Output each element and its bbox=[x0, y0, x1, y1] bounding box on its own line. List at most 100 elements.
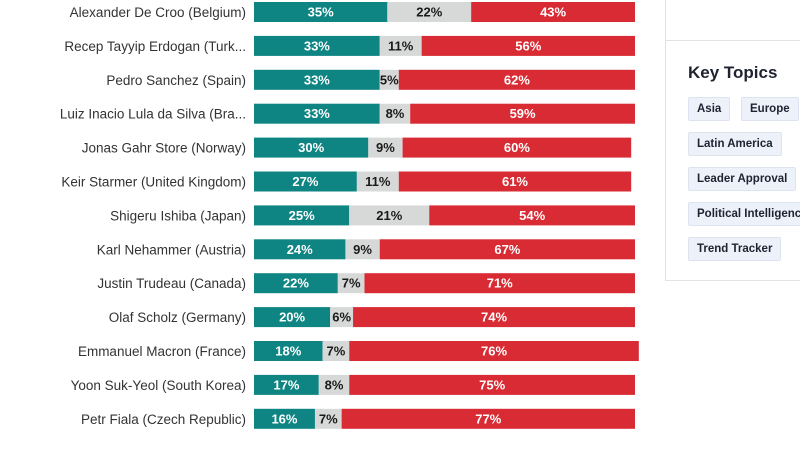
leader-label: Emmanuel Macron (France) bbox=[78, 344, 246, 359]
bar-segment-3 bbox=[353, 307, 635, 328]
bar-value-label: 62% bbox=[504, 72, 530, 87]
bar-value-label: 33% bbox=[304, 38, 330, 53]
bar-value-label: 11% bbox=[365, 174, 391, 189]
bar-value-label: 7% bbox=[327, 344, 346, 359]
bar-segment-3 bbox=[349, 374, 635, 395]
bar-segment-1 bbox=[254, 341, 323, 361]
bar-segment-2 bbox=[387, 2, 472, 22]
bar-segment-3 bbox=[398, 171, 632, 192]
bar-value-label: 7% bbox=[342, 276, 361, 291]
bar-value-label: 75% bbox=[479, 377, 505, 392]
bar-value-label: 77% bbox=[475, 411, 501, 426]
bar-value-label: 67% bbox=[494, 242, 520, 257]
tag-trend-tracker[interactable]: Trend Tracker bbox=[688, 237, 782, 261]
bar-value-label: 8% bbox=[325, 377, 344, 392]
leader-label: Alexander De Croo (Belgium) bbox=[70, 5, 246, 20]
bar-value-label: 24% bbox=[287, 242, 313, 257]
bar-segment-1 bbox=[254, 137, 369, 158]
bar-segment-3 bbox=[379, 239, 635, 260]
tag-asia[interactable]: Asia bbox=[688, 97, 731, 121]
bar-segment-1 bbox=[254, 408, 315, 429]
bar-segment-2 bbox=[314, 408, 342, 429]
leader-label: Pedro Sanchez (Spain) bbox=[106, 73, 246, 88]
bar-segment-1 bbox=[254, 273, 338, 294]
leader-label: Shigeru Ishiba (Japan) bbox=[110, 208, 246, 223]
bar-segment-3 bbox=[349, 341, 639, 361]
bar-segment-2 bbox=[379, 103, 411, 124]
bar-segment-3 bbox=[410, 103, 635, 124]
tag-latin-america[interactable]: Latin America bbox=[688, 132, 782, 156]
bar-value-label: 60% bbox=[504, 140, 530, 155]
bar-value-label: 6% bbox=[332, 310, 351, 325]
bar-value-label: 25% bbox=[289, 208, 315, 223]
bar-segment-3 bbox=[471, 2, 635, 22]
bar-segment-1 bbox=[254, 69, 380, 90]
leader-label: Olaf Scholz (Germany) bbox=[109, 310, 246, 325]
bar-value-label: 11% bbox=[388, 38, 414, 53]
sidebar-panel: Key Topics Asia Europe Latin America Lea… bbox=[665, 0, 800, 281]
leader-label: Keir Starmer (United Kingdom) bbox=[61, 175, 246, 190]
bar-segment-3 bbox=[398, 69, 635, 90]
bar-value-label: 22% bbox=[416, 5, 442, 20]
bar-value-label: 74% bbox=[481, 310, 507, 325]
bar-value-label: 7% bbox=[319, 411, 338, 426]
bar-value-label: 71% bbox=[487, 276, 513, 291]
bar-segment-3 bbox=[402, 137, 632, 158]
bar-segment-2 bbox=[379, 35, 422, 56]
leader-label: Petr Fiala (Czech Republic) bbox=[81, 412, 246, 427]
approval-bar-chart: Alexander De Croo (Belgium) 35% 22% 43% Rece… bbox=[60, 2, 639, 429]
bar-segment-1 bbox=[254, 103, 380, 124]
bar-value-label: 9% bbox=[353, 242, 372, 257]
bar-value-label: 33% bbox=[304, 72, 330, 87]
bar-segment-2 bbox=[379, 69, 399, 90]
bar-value-label: 35% bbox=[308, 5, 334, 20]
bar-segment-1 bbox=[254, 239, 346, 260]
leader-label: Luiz Inacio Lula da Silva (Bra... bbox=[60, 107, 246, 122]
bar-segment-2 bbox=[337, 273, 365, 294]
tag-political-intelligence[interactable]: Political Intelligence bbox=[688, 202, 800, 226]
tag-leader-approval[interactable]: Leader Approval bbox=[688, 167, 797, 191]
bar-value-label: 16% bbox=[271, 411, 297, 426]
bar-value-label: 27% bbox=[292, 174, 318, 189]
bar-value-label: 17% bbox=[273, 377, 299, 392]
bar-segment-2 bbox=[356, 171, 399, 192]
leader-label: Jonas Gahr Store (Norway) bbox=[82, 141, 246, 156]
bar-value-label: 20% bbox=[279, 310, 305, 325]
bar-segment-2 bbox=[345, 239, 380, 260]
bar-segment-3 bbox=[429, 205, 635, 226]
bar-value-label: 21% bbox=[376, 208, 402, 223]
bar-value-label: 76% bbox=[481, 344, 507, 359]
bar-segment-2 bbox=[318, 374, 350, 395]
bar-value-label: 56% bbox=[515, 38, 541, 53]
bar-value-label: 9% bbox=[376, 140, 395, 155]
bar-value-label: 61% bbox=[502, 174, 528, 189]
bar-value-label: 5% bbox=[380, 72, 399, 87]
bar-segment-3 bbox=[341, 408, 635, 429]
bar-segment-2 bbox=[330, 307, 354, 328]
bar-value-label: 30% bbox=[298, 140, 324, 155]
bar-value-label: 54% bbox=[519, 208, 545, 223]
bar-segment-3 bbox=[364, 273, 635, 294]
bar-segment-3 bbox=[421, 35, 635, 56]
bar-segment-2 bbox=[368, 137, 403, 158]
bar-segment-2 bbox=[322, 341, 350, 361]
bar-segment-1 bbox=[254, 374, 319, 395]
leader-label: Karl Nehammer (Austria) bbox=[97, 242, 246, 257]
bar-value-label: 33% bbox=[304, 106, 330, 121]
bar-value-label: 22% bbox=[283, 276, 309, 291]
bar-value-label: 18% bbox=[275, 344, 301, 359]
bar-segment-1 bbox=[254, 307, 331, 328]
bar-value-label: 43% bbox=[540, 5, 566, 20]
leader-label: Yoon Suk-Yeol (South Korea) bbox=[71, 378, 246, 393]
bar-segment-1 bbox=[254, 35, 380, 56]
tag-europe[interactable]: Europe bbox=[741, 97, 799, 121]
leader-label: Recep Tayyip Erdogan (Turk... bbox=[64, 39, 246, 54]
bar-value-label: 59% bbox=[510, 106, 536, 121]
key-topics-title: Key Topics bbox=[688, 63, 778, 82]
bar-value-label: 8% bbox=[386, 106, 405, 121]
bar-segment-1 bbox=[254, 171, 357, 192]
bar-segment-1 bbox=[254, 205, 350, 226]
leader-label: Justin Trudeau (Canada) bbox=[97, 276, 246, 291]
sidebar-divider bbox=[666, 40, 800, 41]
bar-segment-2 bbox=[349, 205, 430, 226]
